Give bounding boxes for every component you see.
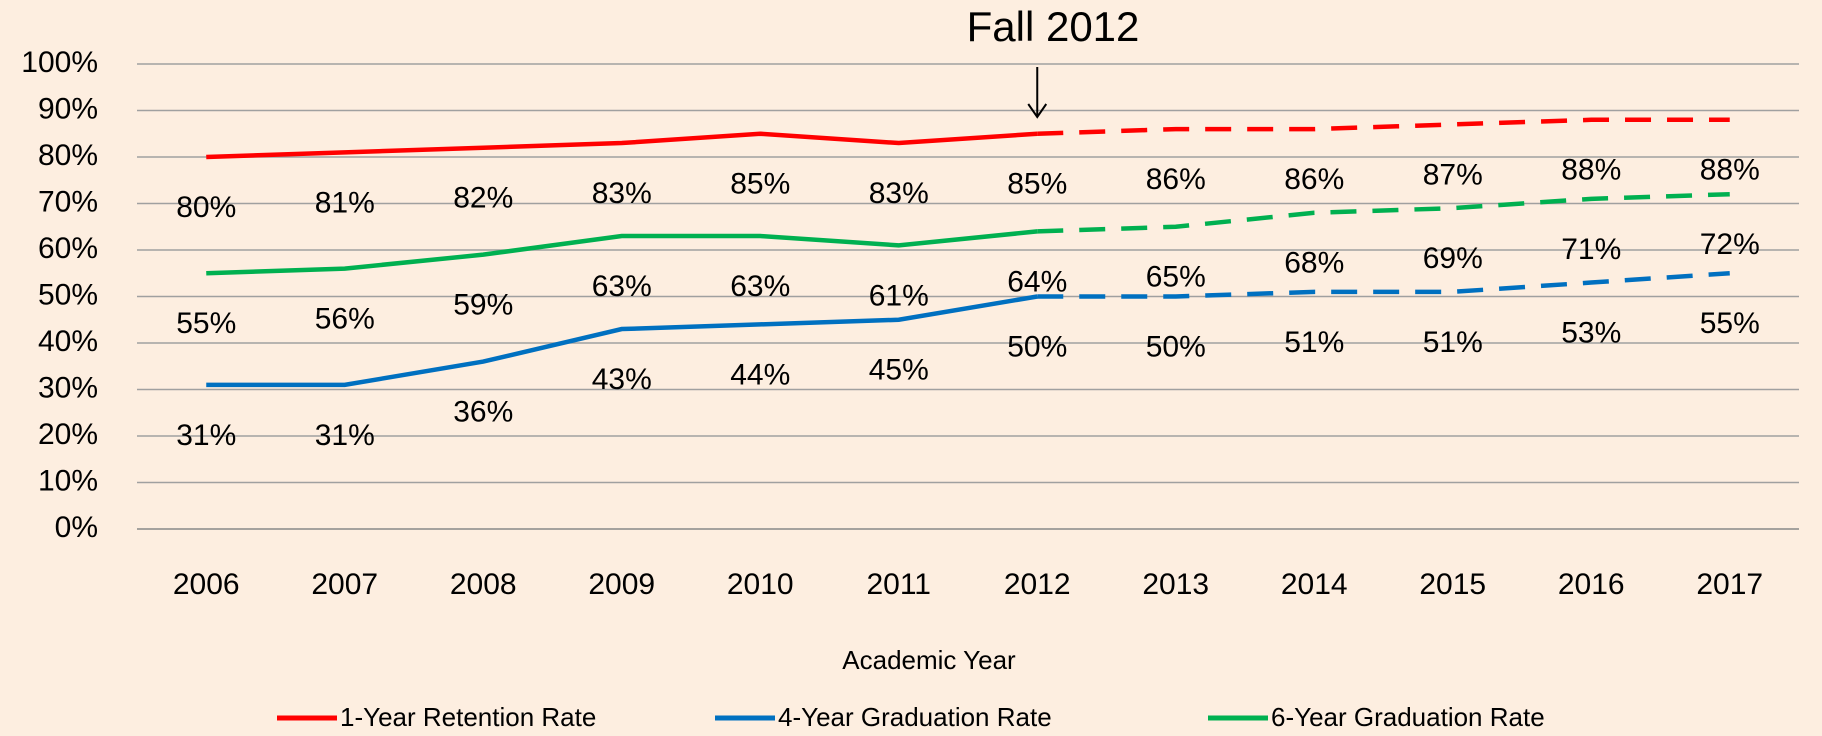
data-label: 69%: [1423, 242, 1483, 275]
data-label: 83%: [592, 177, 652, 210]
data-label: 68%: [1284, 247, 1344, 280]
data-label: 82%: [453, 182, 513, 215]
y-tick-label: 50%: [38, 278, 98, 311]
y-tick-label: 60%: [38, 232, 98, 265]
data-label: 51%: [1423, 326, 1483, 359]
x-tick-label: 2006: [173, 568, 240, 601]
data-label: 71%: [1561, 233, 1621, 266]
data-label: 55%: [1700, 307, 1760, 340]
data-label: 65%: [1146, 261, 1206, 294]
data-label: 85%: [730, 168, 790, 201]
data-label: 50%: [1146, 330, 1206, 363]
x-tick-label: 2017: [1696, 568, 1763, 601]
data-label: 64%: [1007, 265, 1067, 298]
data-label: 31%: [315, 419, 375, 452]
projected-line: [1037, 271, 1730, 299]
x-tick-label: 2012: [1004, 568, 1071, 601]
data-label: 63%: [730, 270, 790, 303]
data-label: 86%: [1146, 163, 1206, 196]
data-label: 50%: [1007, 330, 1067, 363]
series-line: [206, 294, 1038, 388]
data-label: 88%: [1700, 154, 1760, 187]
y-tick-label: 40%: [38, 325, 98, 358]
x-tick-label: 2016: [1558, 568, 1625, 601]
data-label: 81%: [315, 186, 375, 219]
data-label: 59%: [453, 289, 513, 322]
data-label: 45%: [869, 354, 929, 387]
x-axis-title: Academic Year: [842, 645, 1016, 675]
y-tick-label: 90%: [38, 92, 98, 125]
x-tick-label: 2014: [1281, 568, 1348, 601]
data-label: 55%: [176, 307, 236, 340]
data-label: 85%: [1007, 168, 1067, 201]
y-tick-label: 0%: [55, 511, 98, 544]
series-line: [206, 229, 1038, 276]
data-label: 87%: [1423, 158, 1483, 191]
x-tick-label: 2007: [311, 568, 378, 601]
x-tick-label: 2010: [727, 568, 794, 601]
data-label: 36%: [453, 396, 513, 429]
data-label: 86%: [1284, 163, 1344, 196]
data-label: 44%: [730, 358, 790, 391]
annotation-text: Fall 2012: [967, 3, 1140, 50]
data-label: 51%: [1284, 326, 1344, 359]
y-tick-label: 80%: [38, 139, 98, 172]
x-tick-label: 2011: [866, 568, 931, 601]
data-label: 72%: [1700, 228, 1760, 261]
series-line: [206, 131, 1038, 160]
data-label: 80%: [176, 191, 236, 224]
x-tick-label: 2008: [450, 568, 517, 601]
annotation-arrowhead: [1027, 103, 1048, 119]
projected-line: [1037, 191, 1730, 234]
legend-label: 6-Year Graduation Rate: [1271, 702, 1545, 732]
projected-line: [1037, 117, 1730, 136]
data-label: 53%: [1561, 316, 1621, 349]
x-tick-label: 2013: [1142, 568, 1209, 601]
legend-label: 1-Year Retention Rate: [340, 702, 596, 732]
y-tick-label: 70%: [38, 185, 98, 218]
data-label: 56%: [315, 303, 375, 336]
x-tick-label: 2015: [1419, 568, 1486, 601]
data-label: 43%: [592, 363, 652, 396]
data-label: 83%: [869, 177, 929, 210]
y-tick-label: 100%: [21, 46, 98, 79]
x-tick-label: 2009: [588, 568, 655, 601]
legend-label: 4-Year Graduation Rate: [778, 702, 1052, 732]
y-tick-label: 10%: [38, 464, 98, 497]
y-tick-label: 20%: [38, 418, 98, 451]
y-tick-label: 30%: [38, 371, 98, 404]
data-label: 88%: [1561, 154, 1621, 187]
data-label: 31%: [176, 419, 236, 452]
data-label: 61%: [869, 279, 929, 312]
data-label: 63%: [592, 270, 652, 303]
